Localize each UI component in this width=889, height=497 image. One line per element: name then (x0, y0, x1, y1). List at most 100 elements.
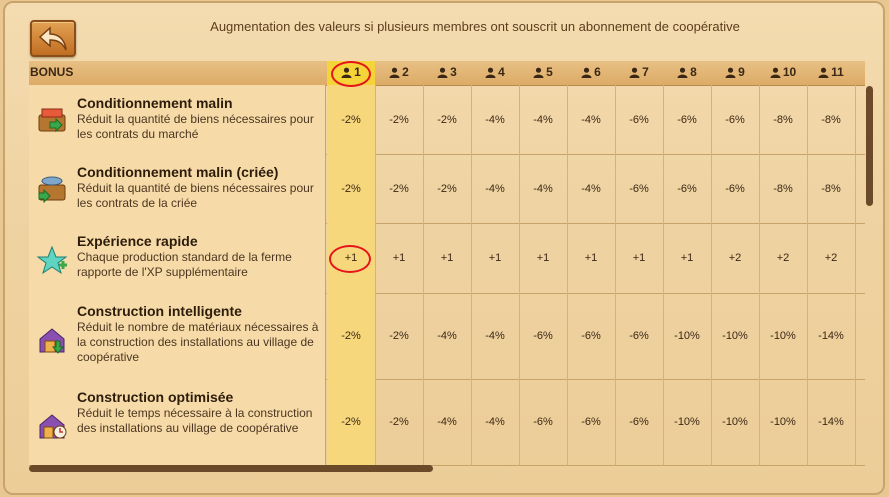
bonus-label-cell: Construction intelligente Réduit le nombr… (29, 293, 326, 379)
bonus-title: Expérience rapide (77, 233, 198, 249)
value-text: -10% (674, 330, 700, 342)
value-text: -10% (674, 416, 700, 428)
package-crate-icon (38, 108, 66, 133)
star-plus-icon (36, 245, 68, 275)
user-icon (341, 67, 352, 78)
table-row: Construction optimisée Réduit le temps né… (29, 379, 865, 466)
column-header-label: 11 (831, 65, 844, 79)
user-icon (725, 67, 736, 78)
horizontal-scrollbar[interactable] (29, 465, 433, 472)
value-text: -4% (581, 182, 601, 195)
user-icon (770, 67, 781, 78)
column-header-1: 1 (327, 61, 375, 85)
back-button[interactable] (30, 20, 76, 57)
value-cell: -2% (375, 154, 424, 223)
column-header-label: 7 (642, 65, 649, 79)
value-cell: -8% (759, 85, 808, 154)
value-cell: +1 (663, 223, 712, 293)
value-text: -10% (722, 330, 748, 342)
back-arrow-icon (38, 26, 67, 51)
header-title: Augmentation des valeurs si plusieurs me… (210, 19, 740, 34)
value-cell: -10% (711, 379, 760, 465)
value-text: -2% (389, 416, 409, 428)
value-text: +2 (824, 252, 838, 264)
user-icon (629, 67, 640, 78)
value-cell: -2% (327, 85, 376, 154)
value-text: -2% (389, 113, 409, 126)
column-header-label: 6 (594, 65, 601, 79)
value-text: -6% (629, 182, 649, 195)
value-text: -4% (485, 416, 505, 428)
bonus-table[interactable]: BONUS 1 2 3 4 5 6 7 8 9 10 11 Conditionnement mali… (29, 61, 865, 468)
column-header-label: 8 (690, 65, 697, 79)
value-cell: +1 (471, 223, 520, 293)
bonus-description: Réduit le temps nécessaire à la construc… (77, 406, 313, 435)
column-header-2: 2 (375, 61, 423, 85)
value-text: +1 (440, 252, 454, 264)
value-cell: +2 (807, 223, 856, 293)
value-cell: -6% (615, 85, 664, 154)
value-text: -4% (437, 330, 457, 342)
table-row: Conditionnement malin (criée) Réduit la q… (29, 154, 865, 224)
user-icon (581, 67, 592, 78)
value-cell: -2% (423, 154, 472, 223)
table-row: Conditionnement malin Réduit la quantité … (29, 85, 865, 155)
vertical-scrollbar[interactable] (866, 86, 873, 206)
value-cell: -14% (807, 379, 856, 465)
value-text: -2% (341, 182, 361, 195)
fish-crate-icon (38, 176, 66, 204)
value-text: -6% (629, 330, 649, 342)
value-cell: -4% (423, 293, 472, 379)
column-header-9: 9 (711, 61, 759, 85)
user-icon (389, 67, 400, 78)
value-cell: -4% (519, 154, 568, 223)
value-text: -4% (437, 416, 457, 428)
value-text: -2% (437, 113, 457, 126)
value-cell: -10% (759, 293, 808, 379)
value-text: +2 (728, 252, 742, 264)
value-text: -2% (389, 330, 409, 342)
bonus-label-cell: Construction optimisée Réduit le temps né… (29, 379, 326, 465)
value-cell: -10% (711, 293, 760, 379)
value-text: -6% (533, 330, 553, 342)
value-cell: -2% (327, 379, 376, 465)
value-cell: -10% (663, 379, 712, 465)
value-text: -2% (341, 416, 361, 428)
value-cell: -6% (519, 293, 568, 379)
value-cell: +1 (519, 223, 568, 293)
value-cell: -14% (807, 293, 856, 379)
column-header-label: 3 (450, 65, 457, 79)
value-text: -10% (722, 416, 748, 428)
value-cell: -8% (807, 154, 856, 223)
value-text: -14% (818, 416, 844, 428)
value-text: +1 (392, 252, 406, 264)
value-text: -8% (773, 182, 793, 195)
value-text: -8% (773, 113, 793, 126)
value-cell: -6% (615, 154, 664, 223)
value-cell: -8% (807, 85, 856, 154)
value-cell: -6% (519, 379, 568, 465)
column-header-label: 10 (782, 65, 797, 79)
column-header-label: 2 (402, 65, 409, 79)
value-text: -4% (485, 330, 505, 342)
bonus-title: Construction intelligente (77, 303, 242, 319)
value-cell: -4% (519, 85, 568, 154)
value-cell: +1 (615, 223, 664, 293)
value-cell: -4% (471, 379, 520, 465)
value-cell: -6% (567, 293, 616, 379)
value-cell: -2% (327, 154, 376, 223)
value-text: -4% (485, 182, 505, 195)
value-cell: +1 (327, 223, 376, 293)
value-cell: -6% (567, 379, 616, 465)
column-header-11: 11 (807, 61, 855, 85)
value-cell: -4% (471, 293, 520, 379)
bonus-title: Conditionnement malin (criée) (77, 164, 279, 180)
value-text: -6% (629, 113, 649, 126)
bonus-description: Réduit la quantité de biens nécessaires … (77, 181, 314, 210)
table-row: Construction intelligente Réduit le nombr… (29, 293, 865, 380)
column-header-label: 5 (546, 65, 553, 79)
value-cell: -6% (663, 154, 712, 223)
value-text: +1 (344, 252, 358, 264)
value-text: -6% (581, 330, 601, 342)
bonus-description: Chaque production standard de la ferme r… (77, 250, 292, 279)
